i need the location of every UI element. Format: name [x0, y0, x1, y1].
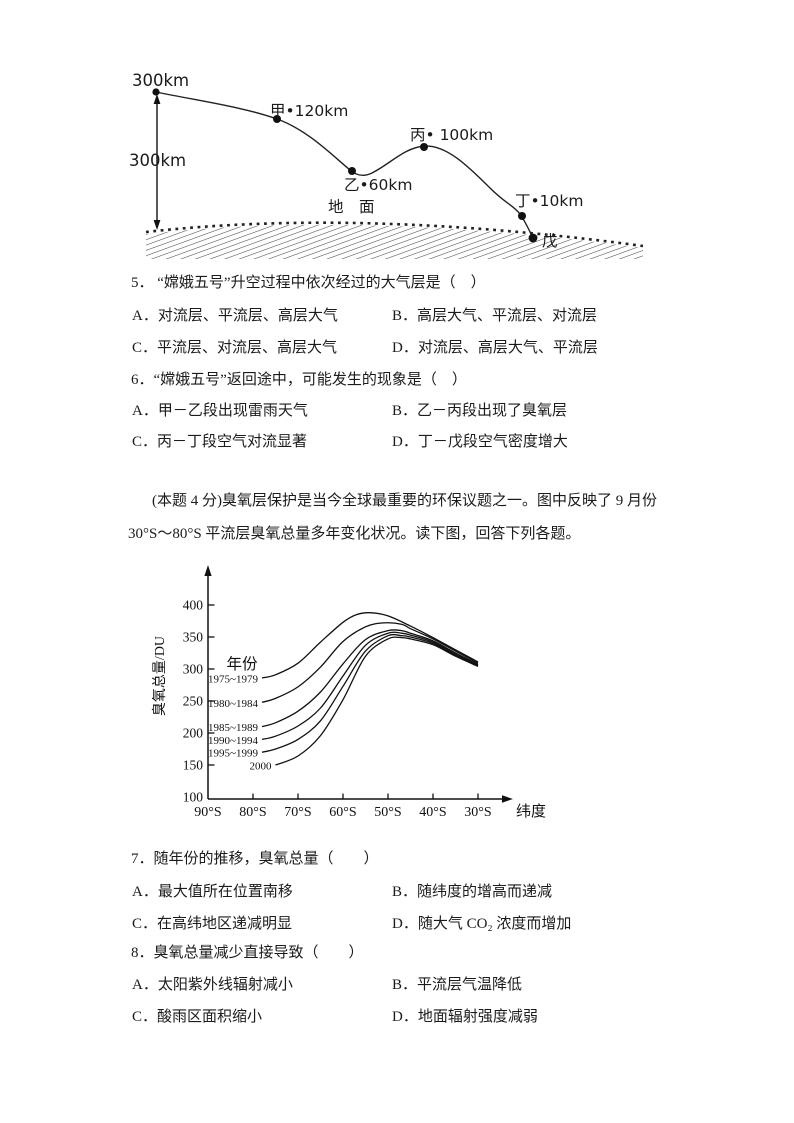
y-tick-label: 300: [183, 662, 204, 677]
point-yi-label: 乙•60km: [344, 176, 412, 194]
x-tick-label: 90°S: [194, 805, 221, 820]
passage-line-2: 30°S～80°S 平流层臭氧总量多年变化状况。读下图，回答下列各题。: [128, 526, 581, 542]
altitude-label-top: 300km: [132, 71, 189, 90]
point-jia-dot: [273, 115, 281, 123]
x-tick-label: 30°S: [464, 805, 491, 820]
point-ding-label: 丁•10km: [515, 192, 583, 210]
series-curve: [261, 633, 479, 753]
x-axis-arrow-icon: [502, 795, 513, 803]
question-8-option-c: C．酸雨区面积缩小: [132, 1009, 263, 1025]
x-tick-label: 80°S: [239, 805, 266, 820]
chart-curves: [261, 612, 479, 766]
point-wu-label: 戊: [542, 232, 558, 250]
altitude-label-mid: 300km: [129, 151, 186, 170]
point-bing-label: 丙• 100km: [410, 126, 493, 144]
point-yi-dot: [348, 167, 356, 175]
question-5-options-row-2: C．平流层、对流层、高层大气 D．对流层、高层大气、平流层: [132, 336, 752, 357]
series-curve: [261, 612, 479, 679]
legend-title: 年份: [226, 655, 258, 673]
series-curve: [261, 629, 479, 728]
trajectory-diagram: 300km 300km 甲•120km 乙•60km 丙• 100km 丁•10…: [129, 71, 644, 259]
question-7-option-c: C．在高纬地区递减明显: [132, 916, 293, 932]
point-ding-dot: [518, 212, 526, 220]
series-label: 2000: [250, 761, 273, 773]
y-tick-label: 200: [183, 726, 204, 741]
question-6-option-b: B．乙－丙段出现了臭氧层: [392, 403, 568, 419]
altitude-scale-arrow: [153, 94, 161, 230]
question-5-stem: 5． “嫦娥五号”升空过程中依次经过的大气层是（ ）: [131, 275, 486, 291]
question-7-option-b: B．随纬度的增高而递减: [392, 884, 553, 900]
series-label: 1975~1979: [208, 673, 258, 685]
series-label: 1980~1984: [208, 698, 258, 710]
question-8-stem: 8．臭氧总量减少直接导致（ ）: [131, 945, 364, 961]
question-6-stem: 6．“嫦娥五号”返回途中，可能发生的现象是（ ）: [131, 372, 467, 388]
y-axis-arrow-icon: [204, 565, 212, 576]
question-5-option-d: D．对流层、高层大气、平流层: [392, 340, 598, 356]
question-5-option-a: A．对流层、平流层、高层大气: [132, 308, 338, 324]
series-curve: [275, 636, 479, 766]
ground-hatching: [146, 224, 643, 259]
series-curve: [261, 631, 479, 741]
question-8-option-d: D．地面辐射强度减弱: [392, 1009, 538, 1025]
x-axis-ticks: 90°S 80°S 70°S 60°S 50°S 40°S 30°S: [194, 793, 492, 820]
question-6-options-row-2: C．丙－丁段空气对流显著 D．丁－戊段空气密度增大: [132, 430, 752, 451]
question-8-option-b: B．平流层气温降低: [392, 977, 523, 993]
y-axis-title: 臭氧总量/DU: [152, 636, 168, 716]
ground-surface: [145, 221, 644, 248]
series-label: 1995~1999: [208, 748, 258, 760]
x-tick-label: 50°S: [374, 805, 401, 820]
ground-label: 地 面: [328, 198, 375, 216]
question-8-options-row-2: C．酸雨区面积缩小 D．地面辐射强度减弱: [132, 1005, 752, 1026]
series-label: 1990~1994: [208, 735, 258, 747]
x-tick-label: 70°S: [284, 805, 311, 820]
point-start-dot: [152, 88, 160, 96]
y-tick-label: 350: [183, 630, 204, 645]
y-tick-label: 150: [183, 758, 204, 773]
question-7-option-a: A．最大值所在位置南移: [132, 884, 293, 900]
question-6-option-a: A．甲－乙段出现雷雨天气: [132, 403, 308, 419]
x-tick-label: 60°S: [329, 805, 356, 820]
point-wu-dot: [528, 233, 538, 243]
y-tick-label: 400: [183, 598, 204, 613]
point-jia-label: 甲•120km: [270, 102, 348, 120]
question-7-options-row-2: C．在高纬地区递减明显 D．随大气 CO₂ 浓度而增加: [132, 912, 752, 933]
ozone-chart: 100 150 200 250 300 350 400 90°S 80°S 70°S 60°S 50…: [152, 565, 546, 820]
series-curve: [261, 622, 479, 703]
series-label: 1985~1989: [208, 722, 258, 734]
question-6-options-row-1: A．甲－乙段出现雷雨天气 B．乙－丙段出现了臭氧层: [132, 399, 752, 420]
passage-line-1: (本题 4 分)臭氧层保护是当今全球最重要的环保议题之一。图中反映了 9 月份: [152, 493, 657, 509]
point-bing-dot: [420, 143, 428, 151]
question-6-option-c: C．丙－丁段空气对流显著: [132, 434, 308, 450]
question-7-options-row-1: A．最大值所在位置南移 B．随纬度的增高而递减: [132, 880, 752, 901]
question-5-options-row-1: A．对流层、平流层、高层大气 B．高层大气、平流层、对流层: [132, 304, 752, 325]
y-tick-label: 100: [183, 790, 204, 805]
x-axis-title: 纬度: [516, 803, 546, 820]
question-7-stem: 7．随年份的推移，臭氧总量（ ）: [131, 851, 379, 867]
x-tick-label: 40°S: [419, 805, 446, 820]
question-5-option-c: C．平流层、对流层、高层大气: [132, 340, 338, 356]
y-tick-label: 250: [183, 694, 204, 709]
chart-series-labels: 1975~1979 1980~1984 1985~19891990~19941995…: [208, 673, 272, 772]
question-5-option-b: B．高层大气、平流层、对流层: [392, 308, 598, 324]
y-axis-ticks: 100 150 200 250 300 350 400: [183, 598, 215, 805]
question-8-option-a: A．太阳紫外线辐射减小: [132, 977, 293, 993]
question-7-option-d: D．随大气 CO₂ 浓度而增加: [392, 916, 572, 932]
question-6-option-d: D．丁－戊段空气密度增大: [392, 434, 568, 450]
chart-axes: [204, 565, 513, 803]
question-8-options-row-1: A．太阳紫外线辐射减小 B．平流层气温降低: [132, 973, 752, 994]
